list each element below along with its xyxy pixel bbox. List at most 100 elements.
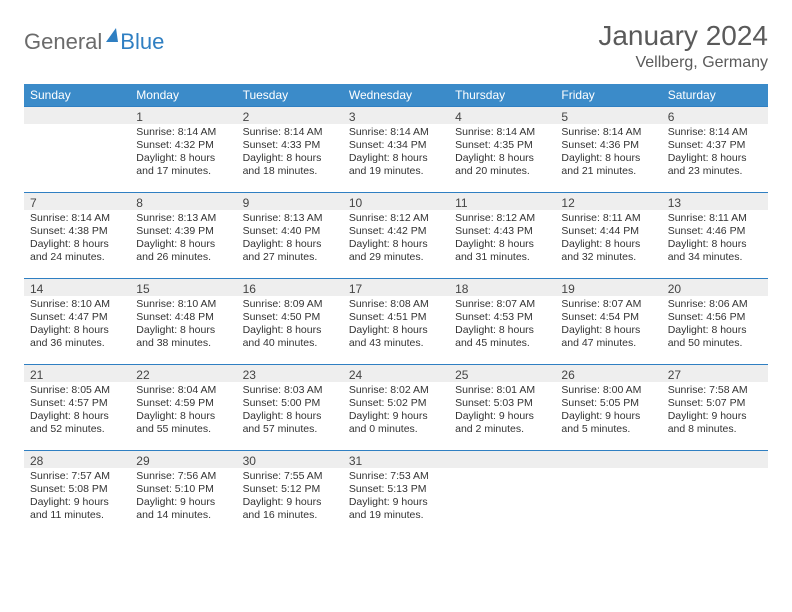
calendar-cell: 30Sunrise: 7:55 AMSunset: 5:12 PMDayligh… <box>237 450 343 536</box>
daylight-line2: and 24 minutes. <box>30 251 124 264</box>
day-number: 12 <box>555 192 661 210</box>
day-number: 30 <box>237 450 343 468</box>
logo-triangle-icon <box>106 28 118 42</box>
daylight-line2: and 21 minutes. <box>561 165 655 178</box>
calendar-cell: 26 Sunrise: 8:00 AMSunset: 5:05 PMDayligh… <box>555 364 661 450</box>
daylight-line2: and 17 minutes. <box>136 165 230 178</box>
sunset-text: Sunset: 4:39 PM <box>136 225 230 238</box>
calendar-cell: 31Sunrise: 7:53 AMSunset: 5:13 PMDayligh… <box>343 450 449 536</box>
calendar-cell: 1Sunrise: 8:14 AMSunset: 4:32 PMDaylight… <box>130 106 236 192</box>
calendar-cell: 12Sunrise: 8:11 AMSunset: 4:44 PMDayligh… <box>555 192 661 278</box>
day-details: Sunrise: 7:57 AMSunset: 5:08 PMDaylight:… <box>24 468 130 528</box>
daylight-line2: and 29 minutes. <box>349 251 443 264</box>
sunrise-text: Sunrise: 8:07 AM <box>455 298 549 311</box>
daylight-line1: Daylight: 8 hours <box>243 152 337 165</box>
daylight-line1: Daylight: 8 hours <box>243 324 337 337</box>
title-block: January 2024 Vellberg, Germany <box>598 20 768 72</box>
calendar-page: General Blue January 2024 Vellberg, Germ… <box>0 0 792 556</box>
daylight-line1: Daylight: 8 hours <box>561 324 655 337</box>
day-details: Sunrise: 7:53 AMSunset: 5:13 PMDaylight:… <box>343 468 449 528</box>
daylight-line2: and 57 minutes. <box>243 423 337 436</box>
sunrise-text: Sunrise: 8:13 AM <box>136 212 230 225</box>
daylight-line2: and 36 minutes. <box>30 337 124 350</box>
day-number: 14 <box>24 278 130 296</box>
day-details: Sunrise: 7:56 AMSunset: 5:10 PMDaylight:… <box>130 468 236 528</box>
daylight-line2: and 19 minutes. <box>349 509 443 522</box>
sunset-text: Sunset: 5:05 PM <box>561 397 655 410</box>
sunset-text: Sunset: 4:43 PM <box>455 225 549 238</box>
calendar-cell: 10Sunrise: 8:12 AMSunset: 4:42 PMDayligh… <box>343 192 449 278</box>
calendar-table: Sunday Monday Tuesday Wednesday Thursday… <box>24 84 768 536</box>
daylight-line1: Daylight: 8 hours <box>30 410 124 423</box>
logo-text-2: Blue <box>120 29 164 55</box>
daylight-line1: Daylight: 9 hours <box>561 410 655 423</box>
sunrise-text: Sunrise: 7:53 AM <box>349 470 443 483</box>
daylight-line1: Daylight: 9 hours <box>136 496 230 509</box>
day-details: Sunrise: 8:12 AMSunset: 4:42 PMDaylight:… <box>343 210 449 270</box>
calendar-cell: 23Sunrise: 8:03 AMSunset: 5:00 PMDayligh… <box>237 364 343 450</box>
day-number <box>662 450 768 468</box>
day-header: Wednesday <box>343 84 449 106</box>
daylight-line1: Daylight: 8 hours <box>455 324 549 337</box>
day-number: 31 <box>343 450 449 468</box>
calendar-row: 21Sunrise: 8:05 AMSunset: 4:57 PMDayligh… <box>24 364 768 450</box>
day-number: 29 <box>130 450 236 468</box>
day-details: Sunrise: 7:58 AMSunset: 5:07 PMDaylight:… <box>662 382 768 442</box>
sunset-text: Sunset: 4:36 PM <box>561 139 655 152</box>
sunset-text: Sunset: 5:02 PM <box>349 397 443 410</box>
calendar-row: 1Sunrise: 8:14 AMSunset: 4:32 PMDaylight… <box>24 106 768 192</box>
daylight-line1: Daylight: 9 hours <box>243 496 337 509</box>
sunset-text: Sunset: 4:38 PM <box>30 225 124 238</box>
daylight-line1: Daylight: 8 hours <box>136 152 230 165</box>
daylight-line1: Daylight: 8 hours <box>30 238 124 251</box>
day-details: Sunrise: 8:10 AMSunset: 4:48 PMDaylight:… <box>130 296 236 356</box>
calendar-cell <box>24 106 130 192</box>
day-header-row: Sunday Monday Tuesday Wednesday Thursday… <box>24 84 768 106</box>
sunset-text: Sunset: 5:12 PM <box>243 483 337 496</box>
sunset-text: Sunset: 5:07 PM <box>668 397 762 410</box>
day-details: Sunrise: 8:05 AMSunset: 4:57 PMDaylight:… <box>24 382 130 442</box>
sunset-text: Sunset: 4:54 PM <box>561 311 655 324</box>
day-details: Sunrise: 8:14 AMSunset: 4:34 PMDaylight:… <box>343 124 449 184</box>
daylight-line1: Daylight: 8 hours <box>349 152 443 165</box>
day-number: 22 <box>130 364 236 382</box>
day-details: Sunrise: 8:10 AMSunset: 4:47 PMDaylight:… <box>24 296 130 356</box>
calendar-cell <box>449 450 555 536</box>
sunset-text: Sunset: 4:47 PM <box>30 311 124 324</box>
daylight-line2: and 18 minutes. <box>243 165 337 178</box>
day-number <box>449 450 555 468</box>
day-details: Sunrise: 8:08 AMSunset: 4:51 PMDaylight:… <box>343 296 449 356</box>
sunset-text: Sunset: 4:42 PM <box>349 225 443 238</box>
sunrise-text: Sunrise: 8:14 AM <box>30 212 124 225</box>
daylight-line2: and 55 minutes. <box>136 423 230 436</box>
day-details: Sunrise: 8:01 AMSunset: 5:03 PMDaylight:… <box>449 382 555 442</box>
daylight-line1: Daylight: 8 hours <box>136 324 230 337</box>
sunrise-text: Sunrise: 8:04 AM <box>136 384 230 397</box>
daylight-line2: and 50 minutes. <box>668 337 762 350</box>
sunrise-text: Sunrise: 8:00 AM <box>561 384 655 397</box>
calendar-cell: 4Sunrise: 8:14 AMSunset: 4:35 PMDaylight… <box>449 106 555 192</box>
daylight-line2: and 23 minutes. <box>668 165 762 178</box>
sunrise-text: Sunrise: 8:12 AM <box>349 212 443 225</box>
sunset-text: Sunset: 4:40 PM <box>243 225 337 238</box>
sunset-text: Sunset: 4:37 PM <box>668 139 762 152</box>
calendar-cell: 17Sunrise: 8:08 AMSunset: 4:51 PMDayligh… <box>343 278 449 364</box>
day-number: 19 <box>555 278 661 296</box>
calendar-cell: 27Sunrise: 7:58 AMSunset: 5:07 PMDayligh… <box>662 364 768 450</box>
sunset-text: Sunset: 5:10 PM <box>136 483 230 496</box>
sunrise-text: Sunrise: 8:14 AM <box>561 126 655 139</box>
day-number: 8 <box>130 192 236 210</box>
day-number: 2 <box>237 106 343 124</box>
day-details: Sunrise: 8:14 AMSunset: 4:36 PMDaylight:… <box>555 124 661 184</box>
calendar-cell: 16Sunrise: 8:09 AMSunset: 4:50 PMDayligh… <box>237 278 343 364</box>
sunrise-text: Sunrise: 8:07 AM <box>561 298 655 311</box>
sunrise-text: Sunrise: 7:58 AM <box>668 384 762 397</box>
sunrise-text: Sunrise: 8:05 AM <box>30 384 124 397</box>
day-details: Sunrise: 8:14 AMSunset: 4:32 PMDaylight:… <box>130 124 236 184</box>
calendar-cell: 19 Sunrise: 8:07 AMSunset: 4:54 PMDayligh… <box>555 278 661 364</box>
logo-text-1: General <box>24 29 102 55</box>
day-number: 26 <box>555 364 661 382</box>
calendar-cell: 22Sunrise: 8:04 AMSunset: 4:59 PMDayligh… <box>130 364 236 450</box>
day-number: 4 <box>449 106 555 124</box>
day-header: Sunday <box>24 84 130 106</box>
